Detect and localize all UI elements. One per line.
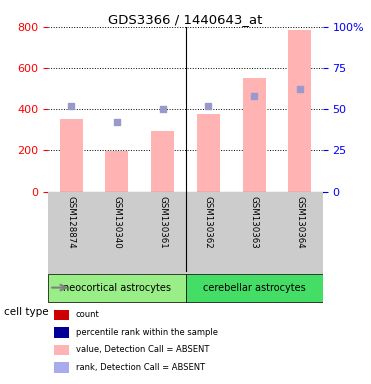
Bar — [54, 327, 69, 338]
Point — [68, 103, 74, 109]
Text: value, Detection Call = ABSENT: value, Detection Call = ABSENT — [76, 346, 209, 354]
Point — [114, 119, 120, 126]
Bar — [289, 30, 311, 192]
Text: cell type: cell type — [4, 307, 48, 317]
Text: GSM128874: GSM128874 — [67, 195, 76, 248]
Text: rank, Detection Call = ABSENT: rank, Detection Call = ABSENT — [76, 363, 205, 372]
Text: neocortical astrocytes: neocortical astrocytes — [63, 283, 171, 293]
Text: cerebellar astrocytes: cerebellar astrocytes — [203, 283, 305, 293]
Point — [160, 106, 165, 112]
Bar — [60, 119, 82, 192]
Bar — [54, 362, 69, 372]
Bar — [48, 273, 186, 301]
Text: GSM130340: GSM130340 — [112, 195, 121, 248]
Bar — [54, 345, 69, 355]
Text: GSM130363: GSM130363 — [250, 195, 259, 248]
Text: count: count — [76, 310, 99, 319]
Point — [297, 86, 303, 93]
Point — [251, 93, 257, 99]
Text: percentile rank within the sample: percentile rank within the sample — [76, 328, 218, 337]
Bar — [151, 131, 174, 192]
Bar — [54, 310, 69, 320]
Bar — [186, 273, 323, 301]
Text: GSM130364: GSM130364 — [295, 195, 304, 248]
Title: GDS3366 / 1440643_at: GDS3366 / 1440643_at — [108, 13, 263, 26]
Bar — [243, 78, 266, 192]
Text: GSM130362: GSM130362 — [204, 195, 213, 248]
Point — [206, 103, 211, 109]
Text: GSM130361: GSM130361 — [158, 195, 167, 248]
Bar — [197, 114, 220, 192]
Bar — [105, 151, 128, 192]
